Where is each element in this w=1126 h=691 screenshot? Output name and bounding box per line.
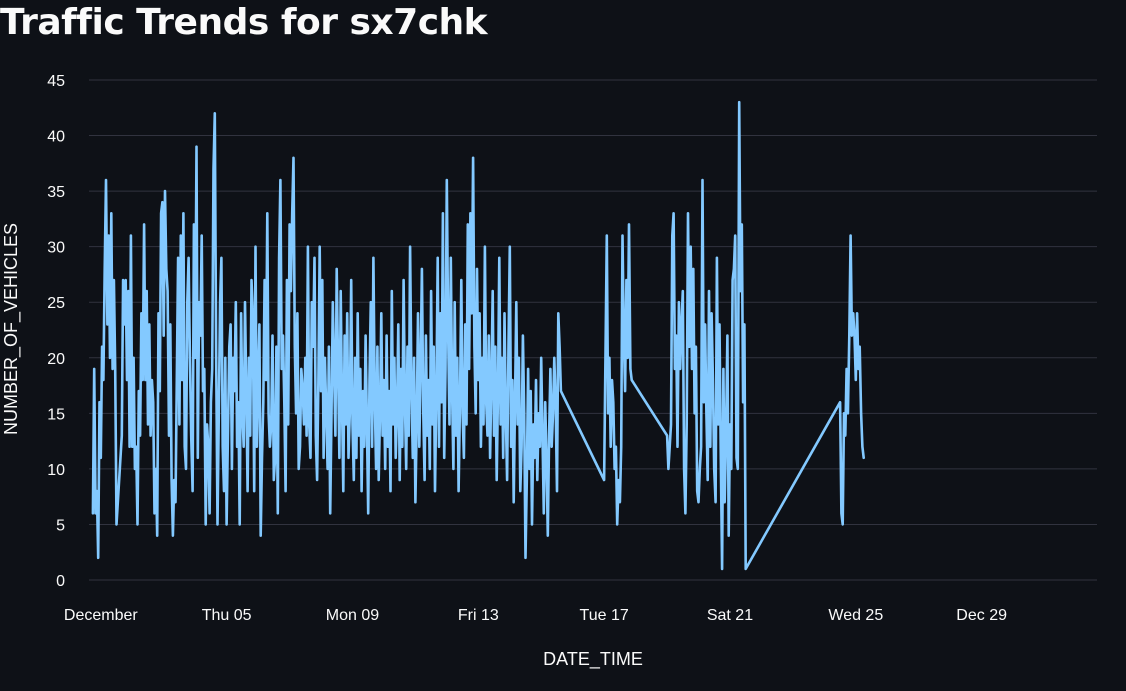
- y-axis-ticks: 0 5 10 15 20 25 30 35 40 45: [47, 73, 65, 590]
- x-tick-label: Dec 29: [956, 607, 1007, 624]
- y-tick-label: 15: [47, 406, 65, 423]
- y-tick-label: 25: [47, 295, 65, 312]
- x-tick-label: December: [64, 607, 138, 624]
- x-axis-ticks: December Thu 05 Mon 09 Fri 13 Tue 17 Sat 21 We…: [64, 607, 1007, 624]
- y-tick-label: 40: [47, 129, 65, 146]
- x-tick-label: Fri 13: [458, 607, 499, 624]
- y-tick-label: 10: [47, 462, 65, 479]
- series-layer: [91, 100, 865, 571]
- y-tick-label: 5: [56, 517, 65, 534]
- page-title: Traffic Trends for sx7chk: [0, 2, 488, 43]
- y-axis-title: NUMBER_OF_VEHICLES: [1, 223, 22, 435]
- y-tick-label: 0: [56, 573, 65, 590]
- x-axis-title: DATE_TIME: [543, 649, 643, 670]
- x-tick-label: Wed 25: [828, 607, 883, 624]
- x-tick-label: Sat 21: [707, 607, 753, 624]
- series-line-0: [91, 100, 865, 571]
- x-tick-label: Tue 17: [580, 607, 629, 624]
- y-tick-label: 30: [47, 240, 65, 257]
- y-tick-label: 45: [47, 73, 65, 90]
- x-tick-label: Thu 05: [202, 607, 252, 624]
- x-tick-label: Mon 09: [326, 607, 379, 624]
- y-tick-label: 20: [47, 351, 65, 368]
- y-tick-label: 35: [47, 184, 65, 201]
